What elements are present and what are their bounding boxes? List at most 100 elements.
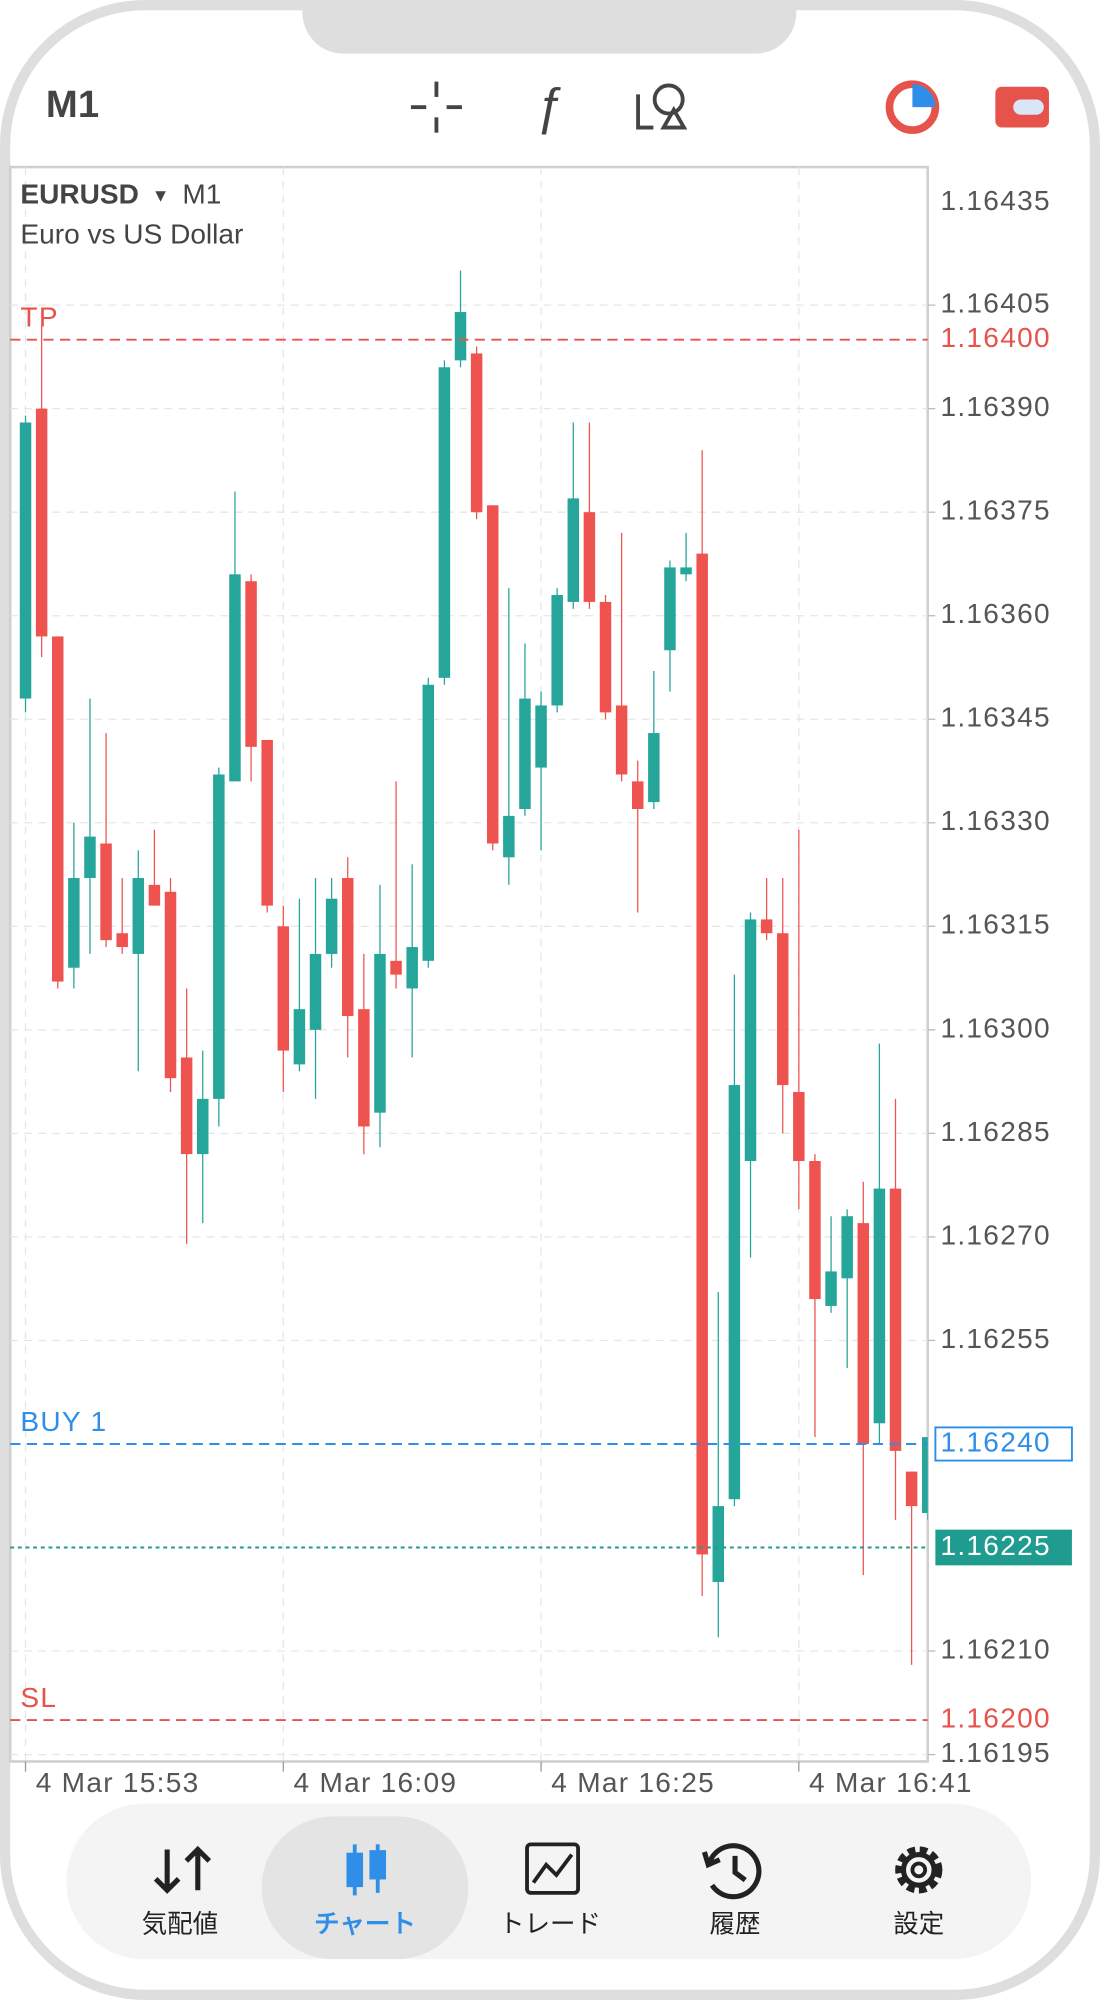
dropdown-arrow: ▼ [152,185,170,205]
candle-body [728,1085,741,1500]
level-label-box [934,1426,1073,1462]
level-name: SL [20,1682,57,1713]
candle-body [68,878,80,968]
nav-label[interactable]: 設定 [893,1911,944,1939]
candle-body [374,953,386,1113]
settings-icon[interactable] [895,1846,943,1894]
indicators-icon[interactable]: ƒ [535,77,563,134]
y-tick-label: 1.16375 [940,495,1050,526]
candle-body [664,567,676,651]
candle-body [631,781,644,809]
candle-body [599,601,612,713]
candle-body [132,878,145,954]
y-tick-label: 1.16210 [940,1633,1050,1664]
candle-body [889,1188,902,1451]
x-tick-label: 4 Mar 15:53 [36,1767,200,1798]
y-tick-label: 1.16390 [940,391,1050,422]
y-tick-label: 1.16285 [940,1116,1050,1147]
candle-body [309,953,322,1030]
candle-body [229,574,241,782]
x-tick-label: 4 Mar 16:41 [809,1767,973,1798]
chart-icon[interactable] [346,1844,387,1896]
candle-body [841,1216,853,1279]
level-name: TP [20,302,58,333]
candle-body [454,312,467,361]
candle-body [180,1057,193,1155]
y-tick-label: 1.16270 [940,1219,1050,1250]
candle-body [583,512,596,602]
candle-body [341,878,354,1017]
candle-body [696,553,708,1555]
nav-label[interactable]: 気配値 [142,1911,219,1939]
y-tick-label: 1.16255 [940,1323,1050,1354]
candle-body [261,739,273,906]
nav-label[interactable]: トレード [499,1911,601,1939]
top-price-label: 1.16435 [940,185,1050,216]
y-tick-label: 1.16330 [940,805,1050,836]
trade-nav-icon[interactable] [525,1842,580,1895]
candle-body [470,353,483,513]
candle-body [809,1160,821,1300]
candle-body [519,698,531,809]
level-price-label: 1.16200 [940,1702,1050,1733]
y-tick-label: 1.16300 [940,1012,1050,1043]
level-price-label: 1.16225 [940,1530,1050,1561]
candle-body [84,836,96,879]
candle-body [52,636,64,982]
candle-body [551,595,563,706]
candle-body [680,567,692,575]
candle-body [358,1009,370,1127]
x-tick-label: 4 Mar 16:25 [551,1767,715,1798]
candle-body [438,367,451,678]
candle-body [390,960,402,975]
candle-body [164,891,177,1079]
candle-body [857,1223,870,1444]
candle-body [35,408,48,637]
candle-body [921,1437,928,1514]
nav-active-pill [261,1816,469,1960]
symbol: EURUSD [20,179,138,210]
symbol-description: Euro vs US Dollar [20,218,243,249]
nav-label[interactable]: 履歴 [710,1911,761,1939]
candle-body [245,581,257,747]
candle-body [325,898,338,954]
quotes-icon[interactable] [153,1845,212,1894]
account-icon[interactable] [995,86,1049,128]
candle-body [712,1506,725,1583]
candle-body [406,947,418,989]
candle-body [213,774,225,1099]
candle-body [648,733,660,803]
history-icon[interactable] [701,1843,762,1900]
candle-body [873,1188,886,1424]
candle-body [148,884,161,906]
candle-body [535,705,547,768]
y-tick-label: 1.16360 [940,598,1050,629]
candle-body [116,933,128,948]
candle-body [776,933,789,1086]
chart-timeframe: M1 [182,179,221,210]
notch [302,0,797,54]
candle-body [905,1471,918,1507]
candle-body [19,422,32,699]
timeframe-button[interactable]: M1 [46,83,99,126]
y-tick-label: 1.16315 [940,909,1050,940]
candle-body [825,1271,837,1306]
crosshair-icon[interactable] [410,81,462,133]
level-price-label: 1.16240 [940,1426,1050,1457]
chart-area[interactable] [8,165,930,1763]
candle-body [503,815,515,858]
candle-body [567,498,580,602]
y-tick-label: 1.16195 [940,1737,1050,1768]
objects-icon[interactable] [636,83,688,130]
chart-info: EURUSD ▼ M1 [20,179,221,210]
level-label-box [935,1529,1072,1566]
candle-body [100,843,112,941]
x-tick-label: 4 Mar 16:09 [294,1767,458,1798]
candle-body [277,926,290,1051]
trade-icon[interactable] [885,80,940,134]
level-name: BUY 1 [20,1406,107,1437]
y-tick-label: 1.16405 [940,288,1050,319]
nav-label[interactable]: チャート [314,1911,416,1939]
